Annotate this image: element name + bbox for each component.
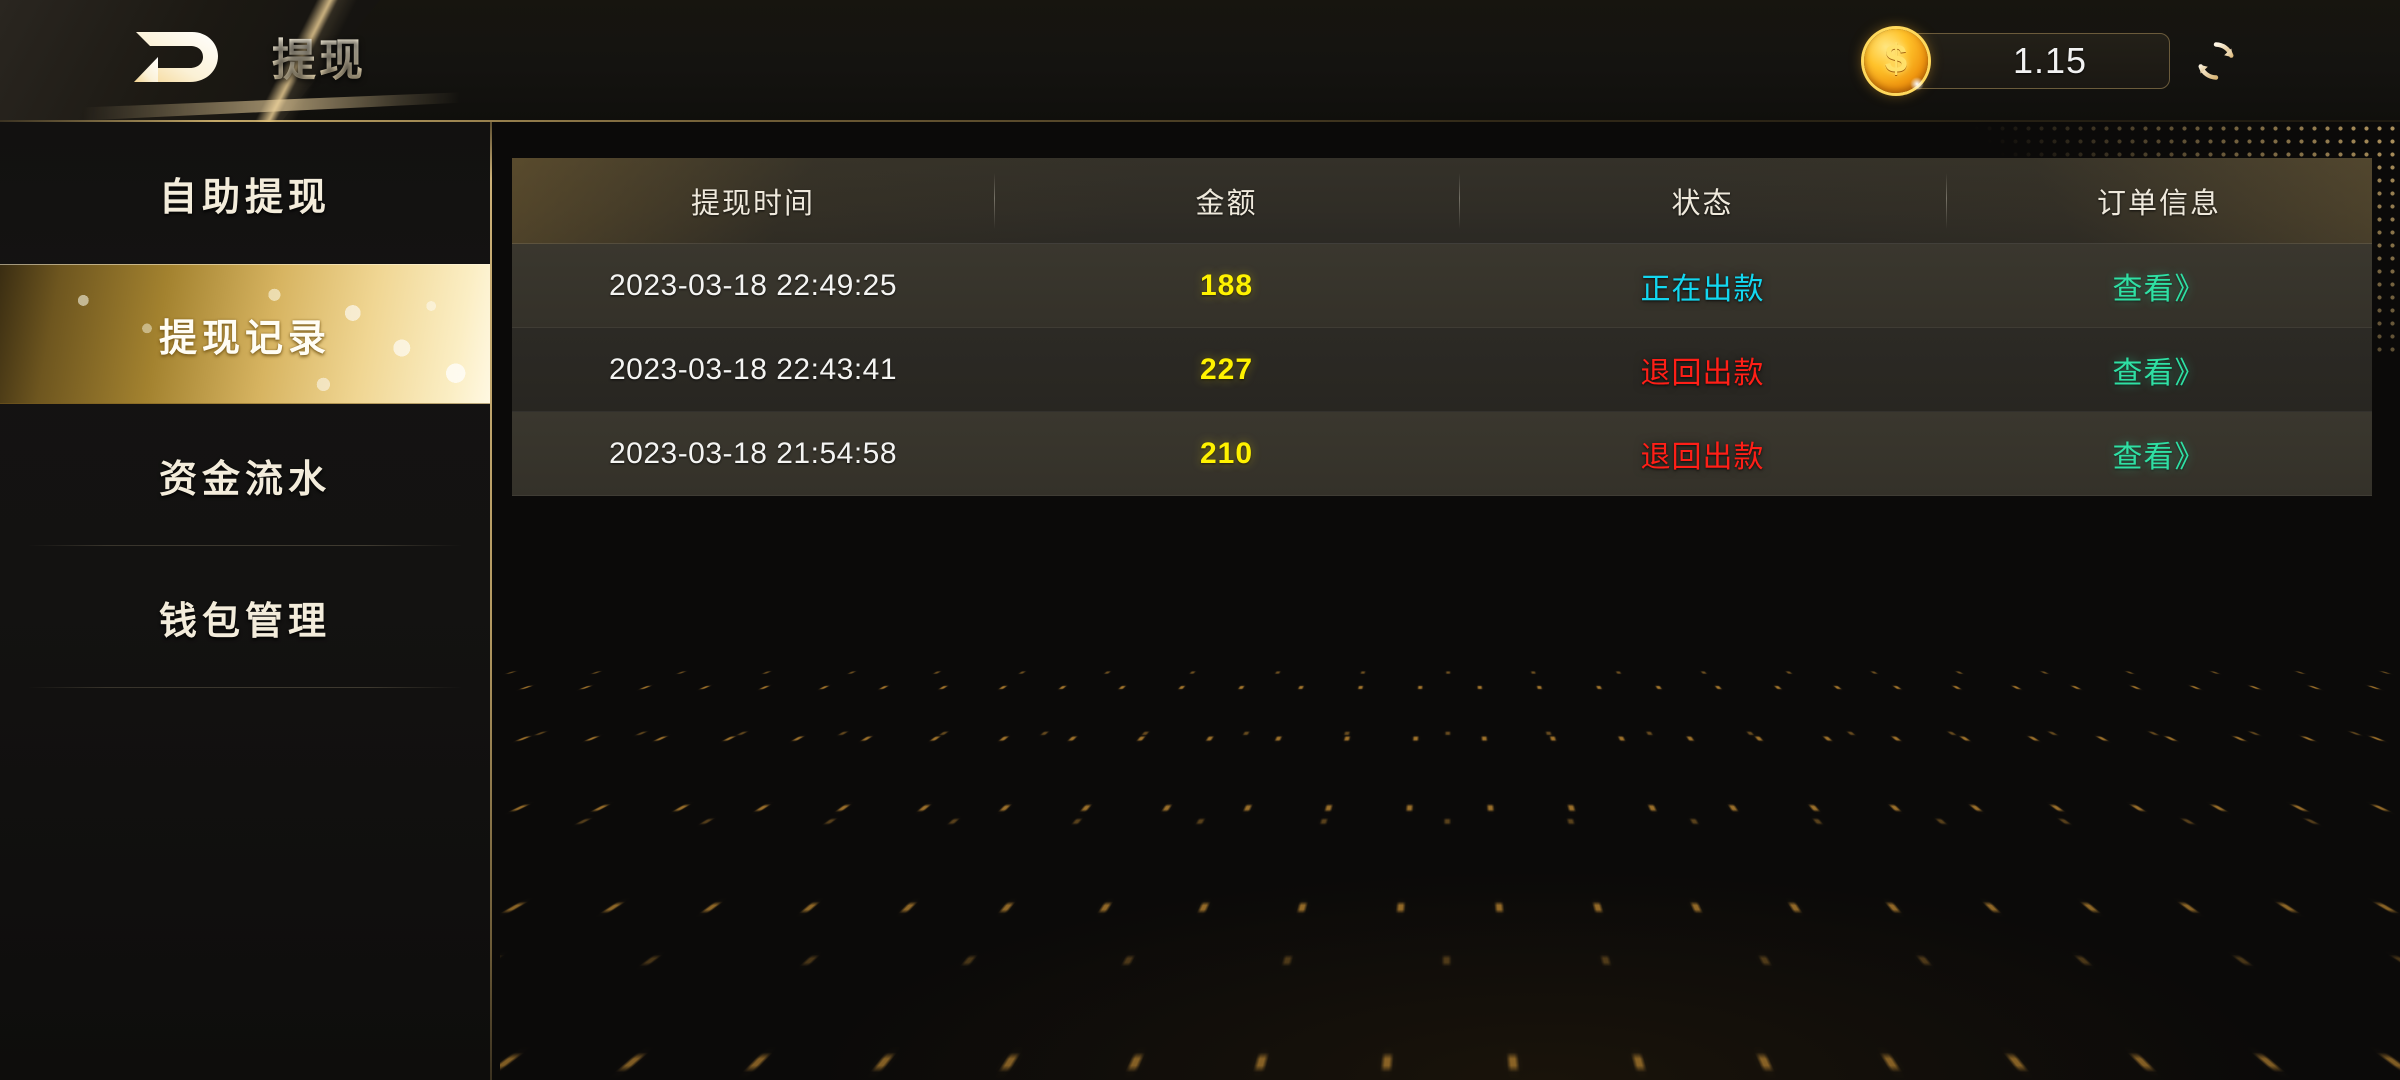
- cell-status: 退回出款: [1640, 441, 1765, 474]
- cell-amount: 210: [1199, 437, 1254, 470]
- column-header-time: 提现时间: [690, 188, 815, 220]
- cell-time: 2023-03-18 21:54:58: [608, 437, 898, 470]
- cell-status: 退回出款: [1640, 357, 1765, 390]
- perspective-dot-floor: [500, 660, 2400, 1080]
- cell-amount: 227: [1199, 353, 1254, 386]
- balance-display: $ 1.15: [1864, 26, 2242, 96]
- floor-glow: [500, 650, 2400, 1080]
- sidebar-item-label: 资金流水: [158, 458, 331, 501]
- column-header-amount: 金额: [994, 180, 1459, 222]
- view-order-link[interactable]: 查看》: [2112, 273, 2206, 306]
- cell-time: 2023-03-18 22:43:41: [608, 353, 898, 386]
- balance-value: 1.15: [2012, 40, 2088, 81]
- table-row[interactable]: 2023-03-18 22:49:25 188 正在出款 查看》: [512, 244, 2372, 328]
- column-header-status: 状态: [1459, 180, 1946, 222]
- sidebar-item-withdraw-records[interactable]: 提现记录: [0, 264, 490, 404]
- withdraw-records-table: 提现时间 金额 状态 订单信息 2023-03-18 22:49:25 188 …: [512, 158, 2372, 496]
- table-row[interactable]: 2023-03-18 22:43:41 227 退回出款 查看》: [512, 328, 2372, 412]
- table-row[interactable]: 2023-03-18 21:54:58 210 退回出款 查看》: [512, 412, 2372, 496]
- sidebar-item-fund-flow[interactable]: 资金流水: [0, 404, 490, 546]
- sidebar-item-label: 钱包管理: [158, 600, 331, 643]
- sidebar-item-label: 自助提现: [158, 176, 331, 219]
- view-order-link[interactable]: 查看》: [2112, 357, 2206, 390]
- sidebar-nav: 自助提现 提现记录 资金流水 钱包管理: [0, 122, 492, 1080]
- sidebar-item-label: 提现记录: [158, 317, 331, 360]
- cell-time: 2023-03-18 22:49:25: [608, 269, 898, 302]
- brand-d-logo-icon[interactable]: [106, 14, 226, 94]
- sidebar-active-highlight: [0, 264, 490, 404]
- coin-sparkle: [1910, 77, 1924, 91]
- cell-amount: 188: [1199, 269, 1254, 302]
- table-header-row: 提现时间 金额 状态 订单信息: [512, 158, 2372, 244]
- cell-order-info: 查看》: [1946, 348, 2372, 392]
- sidebar-item-wallet-management[interactable]: 钱包管理: [0, 546, 490, 688]
- view-order-link[interactable]: 查看》: [2112, 441, 2206, 474]
- dollar-glyph: $: [1884, 37, 1908, 81]
- cell-order-info: 查看》: [1946, 264, 2372, 308]
- cell-status: 正在出款: [1640, 273, 1765, 306]
- cell-order-info: 查看》: [1946, 432, 2372, 476]
- page-title: 提现: [272, 0, 366, 122]
- app-header: 提现 $ 1.15: [0, 0, 2400, 122]
- refresh-icon[interactable]: [2190, 35, 2242, 87]
- sidebar-item-self-withdraw[interactable]: 自助提现: [0, 122, 490, 264]
- gold-coin-dollar-icon: $: [1864, 29, 1928, 93]
- column-header-order: 订单信息: [1946, 180, 2372, 222]
- balance-field[interactable]: 1.15: [1908, 33, 2170, 89]
